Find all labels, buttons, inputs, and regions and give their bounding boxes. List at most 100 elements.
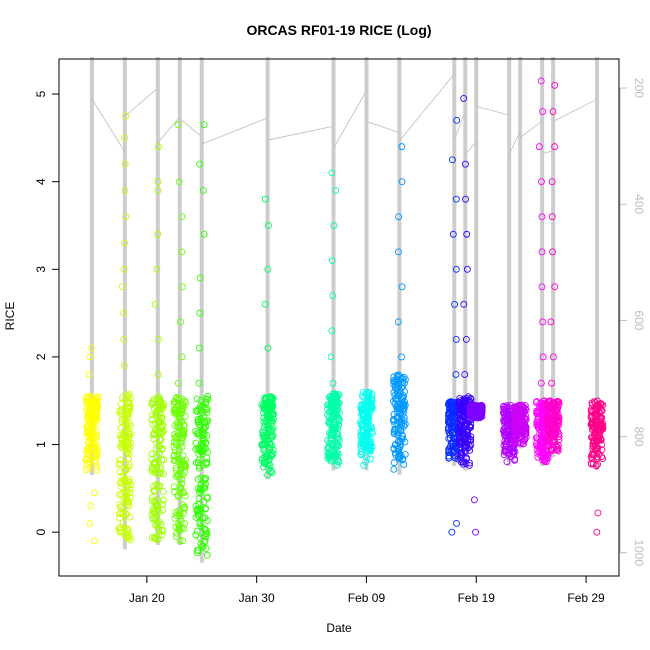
data-point xyxy=(362,458,370,466)
data-point xyxy=(398,143,406,151)
data-point xyxy=(357,433,365,441)
data-point xyxy=(176,537,184,545)
data-point xyxy=(551,143,559,151)
data-point xyxy=(551,81,559,89)
data-point xyxy=(448,156,456,164)
data-point xyxy=(460,300,468,308)
data-point xyxy=(175,178,183,186)
data-point xyxy=(325,429,333,437)
data-point xyxy=(361,411,369,419)
data-point xyxy=(395,408,403,416)
data-point xyxy=(463,442,471,450)
data-point xyxy=(83,393,91,401)
data-point xyxy=(468,402,476,410)
data-point xyxy=(399,455,407,463)
data-point xyxy=(555,414,563,422)
data-point xyxy=(117,502,125,510)
data-point xyxy=(587,460,595,468)
data-point xyxy=(199,186,207,194)
data-point xyxy=(203,551,211,559)
data-point xyxy=(460,397,468,405)
data-point xyxy=(590,438,597,446)
data-point xyxy=(360,461,368,469)
data-point xyxy=(258,456,266,464)
data-point xyxy=(181,460,189,467)
data-point xyxy=(334,390,342,398)
data-point xyxy=(551,283,559,291)
data-point xyxy=(148,493,156,501)
data-point xyxy=(331,423,339,431)
data-point xyxy=(263,431,271,439)
data-point xyxy=(549,248,557,256)
pressure-track xyxy=(199,57,204,563)
data-point xyxy=(122,395,130,403)
data-point xyxy=(391,382,399,390)
data-point xyxy=(154,143,162,151)
data-point xyxy=(118,407,126,415)
data-point xyxy=(521,407,528,415)
data-point xyxy=(463,230,471,238)
data-point xyxy=(196,274,204,282)
data-point xyxy=(503,458,511,466)
data-point xyxy=(394,248,402,256)
data-point xyxy=(390,444,398,452)
data-point xyxy=(543,455,551,463)
data-point xyxy=(175,455,183,463)
data-point xyxy=(93,463,101,471)
data-point xyxy=(85,417,93,425)
data-point xyxy=(150,487,158,495)
data-point xyxy=(329,292,337,300)
data-point xyxy=(195,488,203,496)
data-point xyxy=(267,393,275,401)
pressure-track xyxy=(364,57,369,471)
data-point xyxy=(395,213,403,221)
data-point xyxy=(264,443,272,451)
data-point xyxy=(155,527,163,534)
data-point xyxy=(127,536,135,544)
data-point xyxy=(194,485,202,492)
data-point xyxy=(326,420,334,428)
data-point xyxy=(263,451,271,459)
data-point xyxy=(445,454,453,462)
data-point xyxy=(394,373,402,380)
data-point xyxy=(512,438,519,446)
data-point xyxy=(159,526,167,534)
pressure-track xyxy=(452,57,457,467)
data-point xyxy=(200,484,208,492)
data-point xyxy=(539,353,547,361)
data-point xyxy=(123,526,131,534)
data-point xyxy=(121,414,129,421)
data-point xyxy=(116,468,124,476)
pressure-connector xyxy=(179,118,202,137)
data-point xyxy=(197,522,205,530)
data-point xyxy=(330,222,338,229)
data-point xyxy=(502,443,510,451)
data-point xyxy=(172,464,180,472)
data-point xyxy=(121,160,129,168)
data-point xyxy=(116,528,124,536)
data-point xyxy=(171,405,179,413)
data-point xyxy=(398,375,406,383)
pressure-connector xyxy=(366,121,400,134)
data-point xyxy=(125,390,133,398)
data-point xyxy=(117,400,125,408)
pressure-connector xyxy=(267,125,334,141)
data-point xyxy=(446,418,454,426)
data-point xyxy=(178,283,186,291)
data-point xyxy=(390,430,398,438)
data-point xyxy=(158,405,166,413)
data-point xyxy=(399,401,407,409)
data-point xyxy=(151,300,159,308)
data-point xyxy=(124,531,132,539)
data-point xyxy=(333,431,341,438)
data-point xyxy=(332,186,340,194)
y-tick-label: 1 xyxy=(34,441,48,448)
data-point xyxy=(155,335,162,343)
pressure-axis: 200 400 600 800 1000 xyxy=(619,78,646,566)
data-point xyxy=(329,379,337,387)
data-point xyxy=(120,265,128,273)
data-point xyxy=(518,419,526,427)
data-point xyxy=(554,410,562,418)
data-point xyxy=(178,457,186,465)
data-point xyxy=(172,394,180,402)
